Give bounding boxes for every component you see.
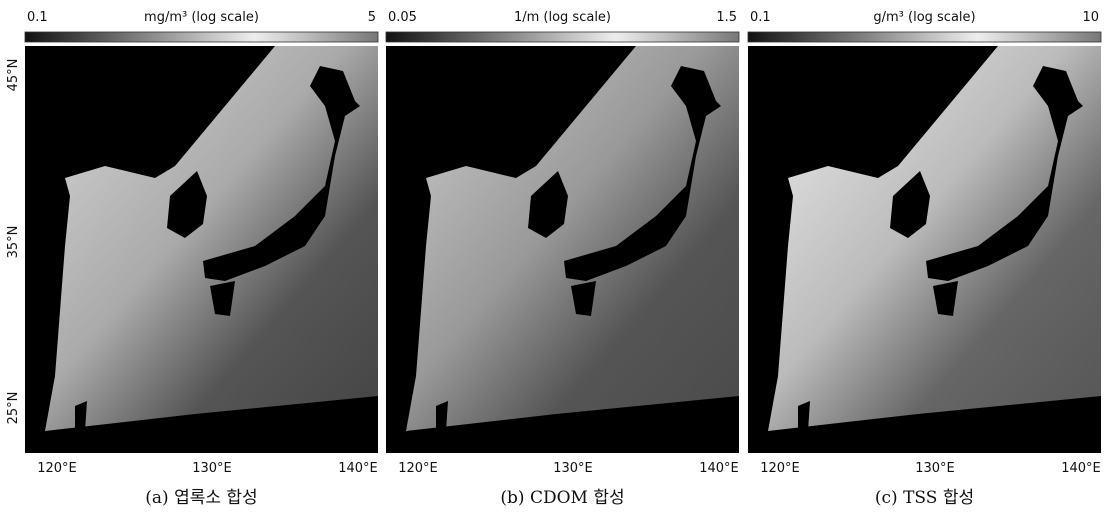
figure: 0.1 mg/m³ (log scale) 5 120°E 130°E 140°E (a) … xyxy=(0,0,1104,518)
lon-label: 120°E xyxy=(760,461,800,476)
page: {"panels": [ {"colorbar": {"min": "0.1",… xyxy=(0,0,1104,518)
map xyxy=(748,46,1101,453)
colorbar xyxy=(386,32,739,42)
colorbar-max: 1.5 xyxy=(716,10,737,25)
colorbar-min: 0.1 xyxy=(750,10,771,25)
caption: (c) TSS 합성 xyxy=(875,488,974,508)
map xyxy=(25,46,378,453)
colorbar xyxy=(748,32,1101,42)
panel: 0.05 1/m (log scale) 1.5 120°E 130°E 140°E (b)… xyxy=(386,10,739,508)
lon-label: 140°E xyxy=(1061,461,1101,476)
lon-label: 130°E xyxy=(192,461,232,476)
caption: (b) CDOM 합성 xyxy=(500,488,624,508)
panel: 0.1 mg/m³ (log scale) 5 120°E 130°E 140°E (a) … xyxy=(25,10,378,508)
colorbar-unit: mg/m³ (log scale) xyxy=(144,10,259,25)
colorbar-max: 10 xyxy=(1082,10,1099,25)
colorbar xyxy=(25,32,378,42)
lat-label: 25°N xyxy=(6,392,21,425)
colorbar-max: 5 xyxy=(368,10,376,25)
lat-label: 35°N xyxy=(6,226,21,259)
caption: (a) 엽록소 합성 xyxy=(145,488,257,508)
lat-label: 45°N xyxy=(6,59,21,92)
lon-label: 120°E xyxy=(398,461,438,476)
panel: 0.1 g/m³ (log scale) 10 120°E 130°E 140°E (c) … xyxy=(748,10,1101,508)
lon-label: 140°E xyxy=(699,461,739,476)
lon-label: 130°E xyxy=(553,461,593,476)
lon-label: 130°E xyxy=(915,461,955,476)
map xyxy=(386,46,739,453)
lon-label: 120°E xyxy=(37,461,77,476)
colorbar-unit: 1/m (log scale) xyxy=(514,10,611,25)
lon-label: 140°E xyxy=(338,461,378,476)
colorbar-unit: g/m³ (log scale) xyxy=(873,10,975,25)
colorbar-min: 0.05 xyxy=(388,10,417,25)
colorbar-min: 0.1 xyxy=(27,10,48,25)
